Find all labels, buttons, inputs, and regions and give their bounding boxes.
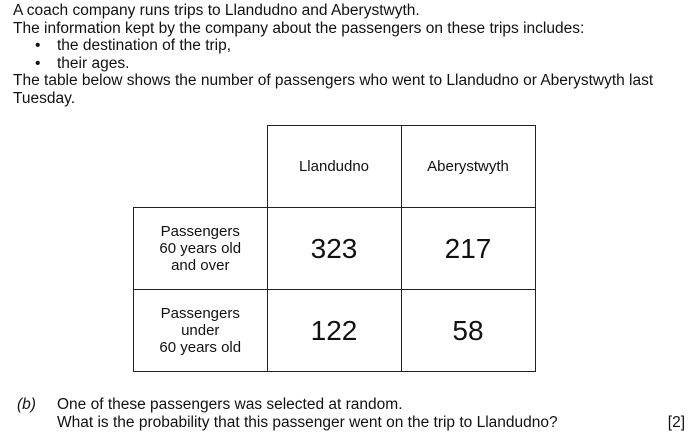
- bullet-icon: •: [35, 54, 41, 72]
- table-row: Passengers 60 years old and over 323 217: [133, 207, 536, 290]
- row-header-line: and over: [171, 257, 230, 274]
- intro-line-2: The information kept by the company abou…: [13, 19, 585, 37]
- info-bullet-list: • the destination of the trip, • their a…: [13, 37, 683, 72]
- table-header-row: Llandudno Aberystwyth: [134, 125, 536, 208]
- row-header-line: 60 years old: [159, 240, 242, 257]
- row-header-line: Passengers: [160, 305, 240, 322]
- bullet-text: their ages.: [57, 54, 130, 72]
- row-header-under-60: Passengers under 60 years old: [133, 289, 268, 372]
- question-line-2: What is the probability that this passen…: [57, 413, 558, 431]
- intro-line-1: A coach company runs trips to Llandudno …: [13, 2, 420, 19]
- column-header-aberystwyth: Aberystwyth: [400, 125, 536, 208]
- bullet-icon: •: [35, 37, 41, 54]
- bullet-text: the destination of the trip,: [57, 37, 232, 54]
- passenger-table: Llandudno Aberystwyth Passengers 60 year…: [133, 125, 536, 372]
- row-header-60-and-over: Passengers 60 years old and over: [133, 207, 268, 290]
- table-cell-value: 58: [400, 289, 536, 372]
- table-row: Passengers under 60 years old 122 58: [133, 289, 536, 372]
- intro-text: A coach company runs trips to Llandudno …: [13, 2, 683, 107]
- bullet-item: • the destination of the trip,: [13, 37, 683, 55]
- table-corner-cell: [134, 126, 268, 208]
- intro-line-3: The table below shows the number of pass…: [13, 72, 654, 107]
- row-header-line: under: [181, 322, 220, 339]
- table-cell-value: 217: [400, 207, 536, 290]
- question-part-label: (b): [17, 396, 36, 413]
- row-header-line: 60 years old: [159, 339, 242, 356]
- table-cell-value: 122: [266, 289, 402, 372]
- bullet-item: • their ages.: [13, 55, 683, 73]
- row-header-line: Passengers: [160, 223, 240, 240]
- table-cell-value: 323: [266, 207, 402, 290]
- column-header-llandudno: Llandudno: [266, 125, 402, 208]
- marks-label: [2]: [667, 413, 685, 431]
- question-line-1: One of these passengers was selected at …: [57, 396, 403, 413]
